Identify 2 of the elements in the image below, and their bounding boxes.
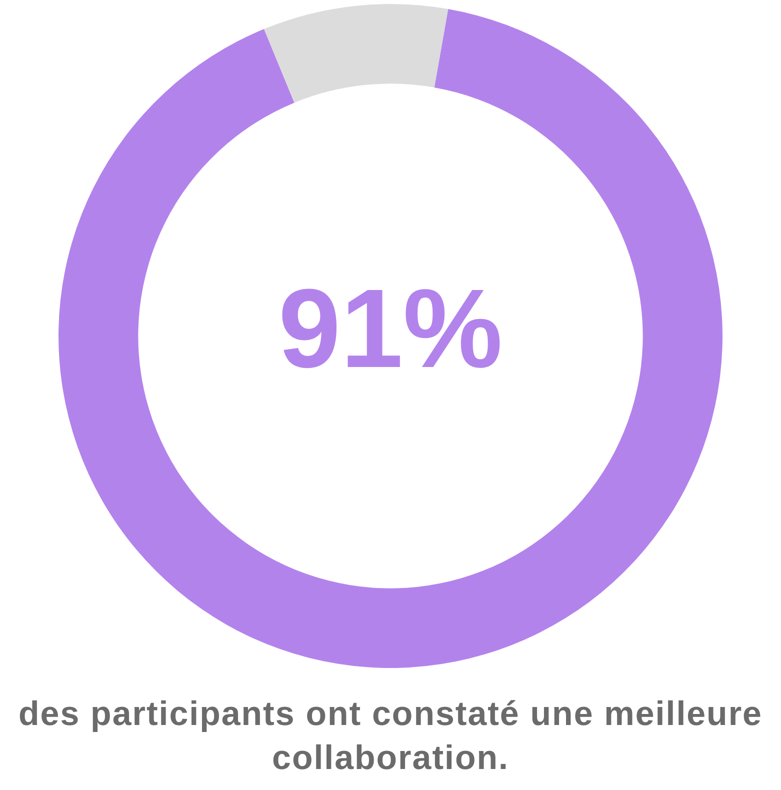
text: des participants ont constaté une meilleure collaboration. [18,694,764,779]
data-label: 91% [278,266,503,391]
